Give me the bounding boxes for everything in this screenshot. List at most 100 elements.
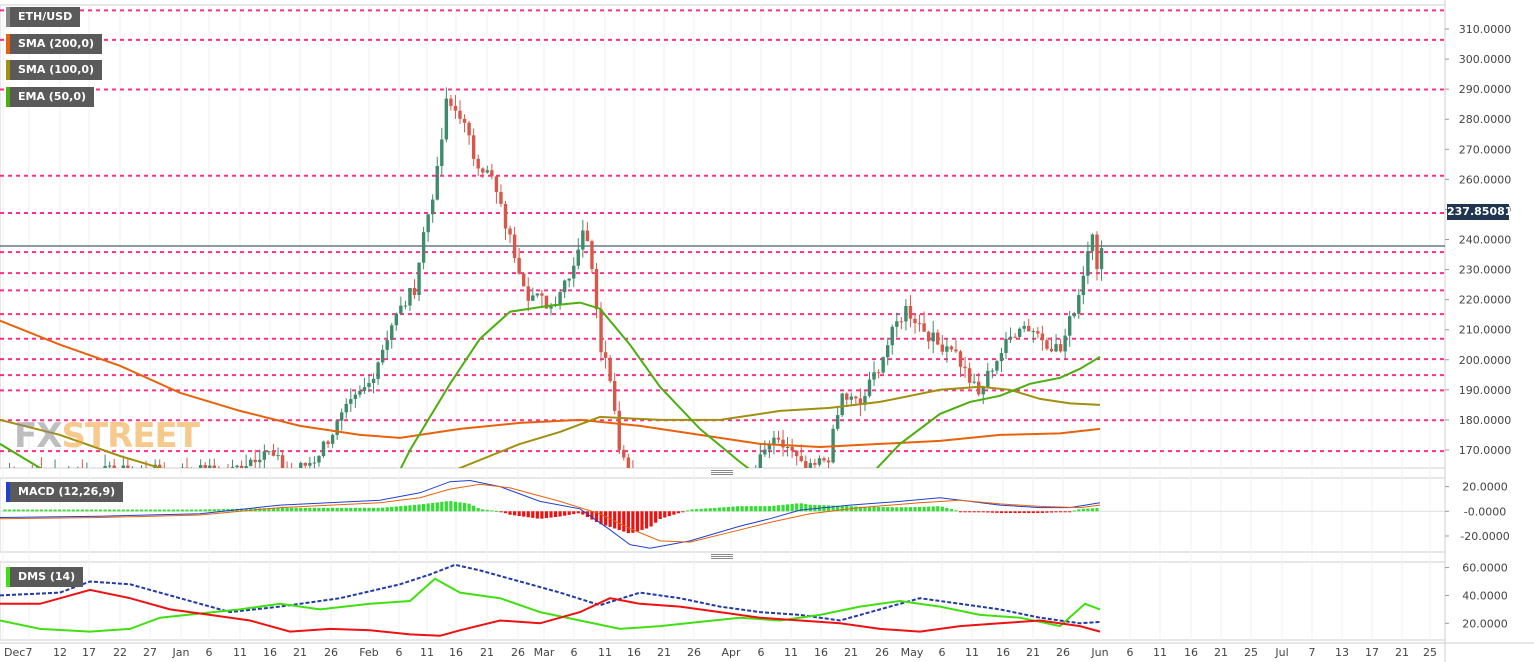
candle-body bbox=[1081, 275, 1086, 296]
candle-body bbox=[44, 472, 47, 475]
macd-histogram-bar bbox=[917, 506, 922, 512]
candle-body bbox=[135, 472, 138, 474]
x-tick-label: Apr bbox=[721, 646, 741, 659]
legend-eth-usd-label: ETH/USD bbox=[18, 10, 73, 23]
macd-histogram-bar bbox=[1059, 511, 1063, 513]
x-tick-label: 26 bbox=[324, 646, 338, 659]
candle-body bbox=[167, 471, 170, 476]
macd-histogram-bar bbox=[526, 511, 530, 518]
candle-body bbox=[813, 463, 817, 465]
macd-histogram-bar bbox=[80, 509, 84, 512]
candle-body bbox=[340, 412, 344, 421]
macd-histogram-bar bbox=[913, 507, 917, 512]
macd-histogram-bar bbox=[1040, 511, 1044, 513]
macd-histogram-bar bbox=[1090, 508, 1095, 512]
candle-body bbox=[194, 474, 197, 478]
candle-body bbox=[131, 474, 134, 478]
candle-body bbox=[949, 346, 954, 350]
price-axis-tick-label: 190.0000 bbox=[1459, 384, 1512, 397]
macd-histogram-bar bbox=[654, 511, 658, 523]
candle-body bbox=[371, 378, 376, 383]
dms-axis-tick-label: 40.0000 bbox=[1462, 589, 1508, 602]
pane-resize-handle-dms[interactable] bbox=[711, 554, 733, 559]
macd-histogram-bar bbox=[758, 506, 762, 512]
candle-body bbox=[585, 230, 590, 242]
candle-body bbox=[126, 465, 130, 468]
x-tick-label: 13 bbox=[1335, 646, 1349, 659]
macd-histogram-bar bbox=[831, 505, 835, 512]
macd-histogram-bar bbox=[867, 506, 872, 512]
candle-body bbox=[1095, 234, 1099, 270]
macd-histogram-bar bbox=[1049, 511, 1054, 513]
macd-histogram-bar bbox=[822, 505, 826, 512]
macd-histogram-bar bbox=[44, 509, 48, 512]
candle-body bbox=[758, 454, 762, 468]
price-axis-tick-label: 220.0000 bbox=[1459, 294, 1512, 307]
macd-histogram-bar bbox=[508, 511, 512, 515]
macd-histogram-bar bbox=[185, 509, 189, 512]
candle-body bbox=[90, 472, 93, 473]
macd-histogram-bar bbox=[590, 511, 594, 520]
candle-body bbox=[107, 465, 112, 467]
macd-histogram-bar bbox=[986, 511, 990, 513]
macd-histogram-bar bbox=[563, 511, 567, 516]
macd-histogram-bar bbox=[340, 507, 344, 512]
macd-histogram-bar bbox=[358, 507, 362, 512]
x-tick-label: 25 bbox=[1423, 646, 1437, 659]
macd-histogram-bar bbox=[1063, 511, 1067, 513]
macd-histogram-bar bbox=[1027, 511, 1031, 514]
macd-histogram-bar bbox=[67, 509, 71, 512]
macd-histogram-bar bbox=[535, 511, 539, 519]
macd-histogram-bar bbox=[158, 509, 162, 512]
macd-histogram-bar bbox=[649, 511, 653, 527]
x-tick-label: 16 bbox=[627, 646, 641, 659]
macd-histogram-bar bbox=[280, 507, 285, 512]
candle-body bbox=[890, 326, 894, 346]
dms-axis-tick-label: 60.0000 bbox=[1462, 562, 1508, 575]
macd-histogram-bar bbox=[781, 504, 785, 512]
macd-histogram-bar bbox=[308, 507, 312, 512]
macd-histogram-bar bbox=[567, 511, 571, 515]
pane-frame-1 bbox=[0, 4, 1446, 469]
macd-histogram-bar bbox=[17, 509, 21, 512]
macd-histogram-bar bbox=[435, 502, 439, 512]
macd-histogram-bar bbox=[717, 507, 721, 512]
candle-body bbox=[817, 458, 822, 465]
candle-body bbox=[431, 199, 435, 215]
pane-resize-handle-macd[interactable] bbox=[711, 470, 733, 475]
macd-histogram-bar bbox=[21, 509, 25, 512]
macd-histogram-bar bbox=[299, 507, 303, 512]
candle-body bbox=[908, 305, 913, 319]
candle-body bbox=[754, 469, 757, 475]
candle-body bbox=[208, 465, 212, 468]
macd-histogram-bar bbox=[412, 504, 417, 512]
sma-200-swatch bbox=[6, 34, 10, 54]
macd-histogram-bar bbox=[845, 506, 849, 512]
macd-histogram-bar bbox=[1077, 509, 1081, 512]
candle-body bbox=[562, 280, 567, 293]
macd-histogram-bar bbox=[863, 506, 867, 512]
candle-body bbox=[267, 451, 271, 453]
macd-histogram-bar bbox=[931, 506, 935, 512]
macd-histogram-bar bbox=[26, 509, 30, 512]
dms-minus-di-line bbox=[0, 588, 1101, 637]
macd-histogram-bar bbox=[1095, 508, 1099, 512]
macd-histogram-bar bbox=[963, 511, 967, 513]
candle-body bbox=[958, 351, 963, 367]
macd-histogram-bar bbox=[968, 511, 972, 513]
candle-body bbox=[144, 470, 147, 476]
ema-50-line bbox=[0, 301, 1101, 468]
macd-histogram-bar bbox=[644, 511, 649, 529]
macd-histogram-bar bbox=[990, 511, 994, 513]
macd-histogram-bar bbox=[371, 507, 376, 512]
macd-histogram-bar bbox=[362, 507, 367, 512]
x-tick-label: 16 bbox=[449, 646, 463, 659]
macd-histogram-bar bbox=[162, 509, 166, 512]
macd-histogram-bar bbox=[1054, 511, 1058, 513]
candle-body bbox=[453, 105, 458, 111]
legend-eth-usd: ETH/USD bbox=[6, 7, 81, 27]
candle-body bbox=[1068, 316, 1072, 336]
macd-histogram-bar bbox=[194, 509, 198, 512]
macd-histogram-bar bbox=[208, 509, 212, 512]
macd-histogram-bar bbox=[399, 506, 403, 512]
